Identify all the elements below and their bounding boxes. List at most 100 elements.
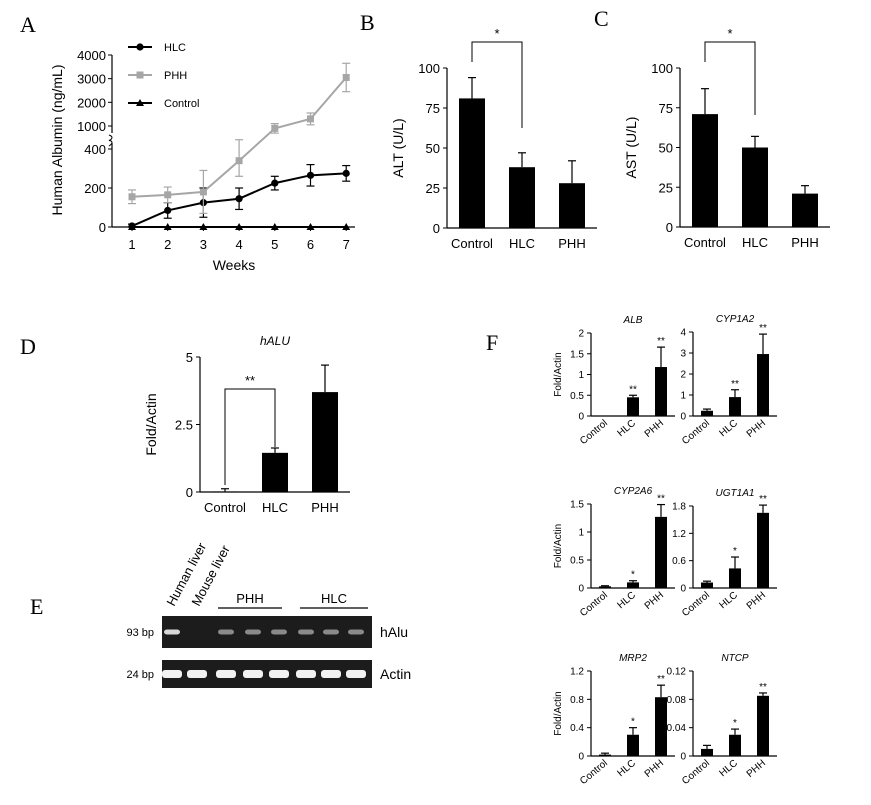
y-tick-label: 5: [186, 350, 193, 365]
y-tick-label: 200: [84, 181, 106, 196]
band-size-label: 93 bp: [126, 627, 154, 639]
y-tick-label: 75: [426, 101, 440, 116]
y-tick-label: 2.5: [175, 418, 193, 433]
data-point: [235, 223, 244, 230]
y-tick-label: 1.5: [570, 349, 584, 360]
panel-label-c: C: [594, 6, 609, 31]
x-tick-label: PHH: [643, 758, 666, 780]
y-tick-label: 4000: [77, 48, 106, 63]
y-tick-label: 1.5: [570, 500, 584, 511]
band-name-label: Actin: [380, 666, 411, 682]
significance-label: **: [657, 494, 665, 505]
y-tick-label: 0.04: [667, 723, 687, 734]
legend-marker: [136, 43, 144, 51]
bar-control: [459, 98, 485, 229]
y-tick-label: 0.5: [570, 391, 584, 402]
y-tick-label: 100: [651, 61, 673, 76]
significance-label: **: [759, 494, 767, 505]
bar-control: [701, 582, 713, 588]
y-tick-label: 0: [680, 584, 686, 595]
gel-band: [271, 629, 287, 635]
y-tick-label: 2000: [77, 95, 106, 110]
legend-label: Control: [164, 98, 199, 110]
x-tick-label: 3: [200, 237, 207, 252]
significance-label: **: [759, 682, 767, 693]
series-line-phh: [131, 76, 347, 198]
y-tick-label: 25: [426, 181, 440, 196]
panel-label-a: A: [20, 12, 36, 37]
panel-label-f: F: [486, 330, 498, 355]
significance-label: *: [733, 546, 737, 557]
chart-title: CYP2A6: [614, 486, 653, 497]
y-tick-label: 100: [418, 61, 440, 76]
bar-phh: [757, 354, 769, 416]
y-axis-label: Fold/Actin: [553, 691, 564, 735]
y-tick-label: 1: [578, 528, 584, 539]
chart-title: MRP2: [619, 653, 647, 664]
gel-strip-halu: [162, 616, 372, 648]
x-tick-label: PHH: [745, 590, 768, 612]
y-tick-label: 75: [659, 101, 673, 116]
panel-label-b: B: [360, 10, 375, 35]
significance-label: *: [494, 26, 499, 41]
data-point: [163, 223, 172, 230]
chart-title: ALB: [623, 315, 643, 326]
y-tick-label: 1: [680, 391, 686, 402]
y-tick-label: 3: [680, 349, 686, 360]
gel-band: [218, 629, 234, 635]
bar-control: [599, 754, 611, 756]
significance-label: **: [629, 384, 637, 395]
gel-band: [216, 670, 236, 678]
gel-band: [346, 670, 366, 678]
gel-band: [348, 629, 364, 635]
y-tick-label: 0.8: [570, 695, 584, 706]
gel-band: [269, 670, 289, 678]
x-tick-label: PHH: [643, 418, 666, 440]
y-tick-label: 2: [680, 370, 686, 381]
gel-band: [187, 670, 207, 678]
bar-hlc: [262, 452, 288, 492]
chart-title: hALU: [260, 334, 290, 348]
data-point: [270, 223, 279, 230]
x-tick-label: HLC: [718, 590, 740, 611]
x-tick-label: Control: [684, 235, 726, 250]
gel-band: [243, 670, 263, 678]
significance-label: *: [727, 26, 732, 41]
significance-label: *: [631, 717, 635, 728]
bar-phh: [792, 193, 818, 227]
data-point: [164, 206, 172, 215]
y-tick-label: 0: [186, 485, 193, 500]
bar-phh: [655, 367, 667, 416]
bar-hlc: [729, 397, 741, 416]
y-axis-label: Fold/Actin: [553, 524, 564, 568]
bar-hlc: [729, 734, 741, 756]
data-point: [235, 195, 243, 203]
significance-label: **: [731, 379, 739, 390]
data-point: [271, 124, 279, 132]
y-tick-label: 0: [433, 221, 440, 236]
bar-hlc: [742, 147, 768, 227]
data-point: [342, 73, 350, 81]
x-tick-label: 5: [271, 237, 278, 252]
y-tick-label: 0: [680, 412, 686, 423]
y-tick-label: 50: [659, 141, 673, 156]
y-tick-label: 0: [578, 752, 584, 763]
x-tick-label: HLC: [616, 758, 638, 779]
bar-hlc: [509, 167, 535, 228]
bar-phh: [559, 183, 585, 228]
x-tick-label: PHH: [745, 418, 768, 440]
x-tick-label: 2: [164, 237, 171, 252]
y-tick-label: 2: [578, 329, 584, 340]
y-tick-label: 0.4: [570, 723, 584, 734]
bar-phh: [757, 512, 769, 588]
gel-band: [323, 629, 339, 635]
legend-label: HLC: [164, 42, 186, 54]
y-tick-label: 0: [578, 584, 584, 595]
significance-bracket: [224, 388, 276, 485]
y-tick-label: 0.12: [667, 667, 687, 678]
